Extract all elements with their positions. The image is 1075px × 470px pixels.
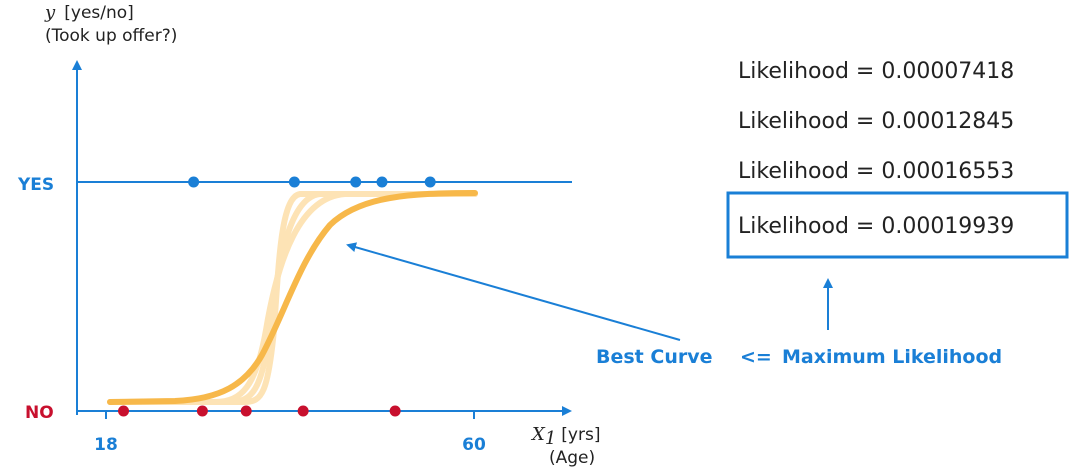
x-axis-var: X (530, 424, 546, 445)
candidate-curve-3 (107, 191, 478, 405)
x-axis-sub: 1 (545, 428, 556, 449)
no-point-4 (297, 405, 309, 417)
y-axis-unit: [yes/no] (64, 3, 134, 23)
best-curve (107, 190, 478, 405)
yes-point-3 (350, 176, 362, 188)
likelihood-1: Likelihood = 0.00007418 (738, 59, 1014, 84)
no-point-5 (389, 405, 401, 417)
x-axis-unit: [yrs] (561, 425, 600, 445)
max-likelihood-box (726, 191, 1069, 259)
x-axis-title: X1 [yrs] (530, 424, 600, 449)
no-points (118, 405, 401, 417)
candidate-curve-1 (107, 191, 478, 405)
likelihood-4: Likelihood = 0.00019939 (738, 214, 1014, 239)
likelihood-2: Likelihood = 0.00012845 (738, 109, 1014, 134)
y-axis-caption: (Took up offer?) (45, 26, 177, 46)
max-likelihood-label: Maximum Likelihood (782, 346, 1002, 368)
yes-point-4 (376, 176, 388, 188)
best-curve-label: Best Curve (596, 346, 713, 368)
no-point-3 (240, 405, 252, 417)
pointer-arrow (346, 242, 681, 341)
tick-label-18: 18 (94, 435, 118, 455)
no-point-2 (196, 405, 208, 417)
candidate-curve-2 (107, 191, 478, 405)
likelihood-3: Likelihood = 0.00016553 (738, 159, 1014, 184)
yes-point-1 (188, 176, 200, 188)
callout-arrow-text: <= (740, 346, 772, 368)
tick-label-60: 60 (462, 435, 486, 455)
y-axis-var: y (44, 2, 56, 23)
yes-point-5 (424, 176, 436, 188)
yes-label: YES (17, 175, 54, 195)
x-axis-caption: (Age) (549, 448, 595, 468)
yes-points (188, 176, 436, 188)
no-point-1 (118, 405, 130, 417)
y-axis-title: y [yes/no] (44, 2, 134, 23)
yes-point-2 (288, 176, 300, 188)
no-label: NO (25, 403, 54, 423)
